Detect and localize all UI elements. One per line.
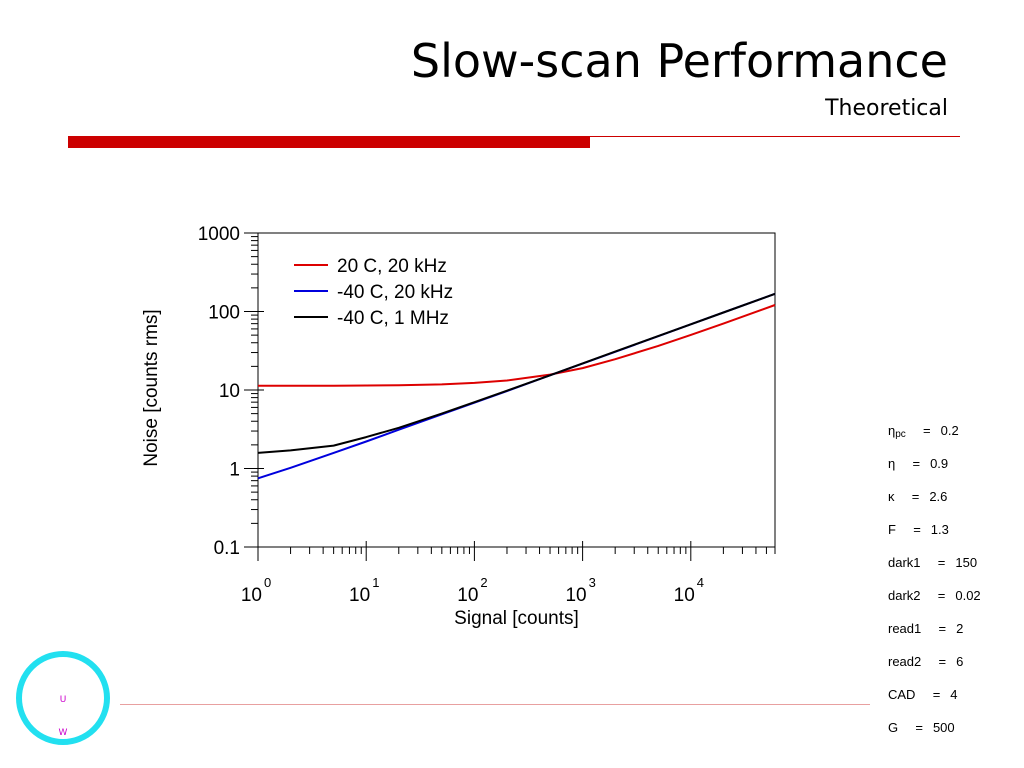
x-tick-base: 10 [241, 585, 262, 606]
y-axis-label: Noise [counts rms] [141, 309, 162, 466]
parameter-list: ηpc = 0.2 η = 0.9 κ = 2.6 F = 1.3 dark1 = 150 dark… [888, 424, 1018, 754]
param-row: dark1 = 150 [888, 556, 1018, 589]
param-row: read1 = 2 [888, 622, 1018, 655]
y-tick-label: 0.1 [214, 538, 240, 559]
x-tick-base: 10 [457, 585, 478, 606]
x-tick-label: 100 [241, 575, 271, 606]
param-name: read1 [888, 621, 922, 636]
param-value: 4 [950, 687, 958, 702]
legend-label: 20 C, 20 kHz [337, 256, 447, 277]
param-equals: = [932, 687, 941, 702]
x-tick-label: 101 [349, 575, 379, 606]
x-tick-exponent: 3 [589, 575, 596, 590]
x-tick-exponent: 4 [697, 575, 704, 590]
x-tick-base: 10 [674, 585, 695, 606]
param-equals: = [915, 720, 923, 735]
param-subscript: pc [895, 429, 906, 440]
y-tick-label: 100 [208, 303, 240, 324]
x-tick-label: 103 [565, 575, 595, 606]
param-row: G = 500 [888, 721, 1018, 754]
param-value: 2.6 [929, 489, 948, 504]
university-seal-logo: U W [16, 651, 110, 745]
param-value: 6 [956, 654, 964, 669]
title-rule [68, 136, 960, 137]
param-value: 2 [956, 621, 964, 636]
param-name: G [888, 720, 899, 735]
param-value: 150 [955, 555, 978, 570]
x-tick-label: 104 [674, 575, 704, 606]
param-name: η [888, 456, 896, 471]
y-tick-label: 10 [219, 381, 240, 402]
x-tick-base: 10 [349, 585, 370, 606]
param-row: dark2 = 0.02 [888, 589, 1018, 622]
param-row: η = 0.9 [888, 457, 1018, 490]
slide-subtitle: Theoretical [825, 96, 948, 121]
param-name: read2 [888, 654, 922, 669]
series-line-1 [258, 304, 776, 387]
seal-ring [16, 651, 110, 745]
param-row: F = 1.3 [888, 523, 1018, 556]
legend-label: -40 C, 20 kHz [337, 282, 453, 303]
x-tick-exponent: 1 [372, 575, 379, 590]
param-value: 0.9 [930, 456, 949, 471]
chart-legend: 20 C, 20 kHz -40 C, 20 kHz -40 C, 1 MHz [294, 256, 453, 329]
param-name: κ [888, 489, 895, 504]
footer-rule [120, 704, 870, 705]
seal-letter-top: U [60, 695, 67, 705]
param-row: ηpc = 0.2 [888, 424, 1018, 457]
param-equals: = [911, 489, 920, 504]
x-tick-exponent: 2 [480, 575, 487, 590]
y-tick-label: 1000 [198, 224, 240, 245]
param-row: read2 = 6 [888, 655, 1018, 688]
plot-frame [257, 232, 776, 548]
param-equals: = [912, 456, 921, 471]
x-axis-label: Signal [counts] [454, 608, 579, 629]
param-equals: = [938, 654, 947, 669]
param-name: dark1 [888, 555, 921, 570]
x-tick-exponent: 0 [264, 575, 271, 590]
param-value: 1.3 [930, 522, 949, 537]
seal-letter-bottom: W [59, 728, 68, 738]
slide-title: Slow-scan Performance [410, 34, 948, 88]
param-equals: = [938, 621, 947, 636]
param-equals: = [937, 588, 946, 603]
param-equals: = [937, 555, 946, 570]
param-value: 0.02 [955, 588, 981, 603]
y-tick-label: 1 [229, 460, 240, 481]
x-tick-label: 102 [457, 575, 487, 606]
legend-label: -40 C, 1 MHz [337, 308, 449, 329]
param-name: F [888, 522, 896, 537]
param-row: CAD = 4 [888, 688, 1018, 721]
param-value: 500 [932, 720, 955, 735]
param-name: CAD [888, 687, 916, 702]
param-equals: = [913, 522, 921, 537]
param-name: η [888, 423, 896, 438]
x-tick-base: 10 [565, 585, 586, 606]
param-name: dark2 [888, 588, 921, 603]
param-equals: = [923, 423, 931, 438]
title-accent-bar [68, 137, 590, 148]
param-value: 0.2 [940, 423, 959, 438]
param-row: κ = 2.6 [888, 490, 1018, 523]
series-line-3 [257, 292, 776, 454]
